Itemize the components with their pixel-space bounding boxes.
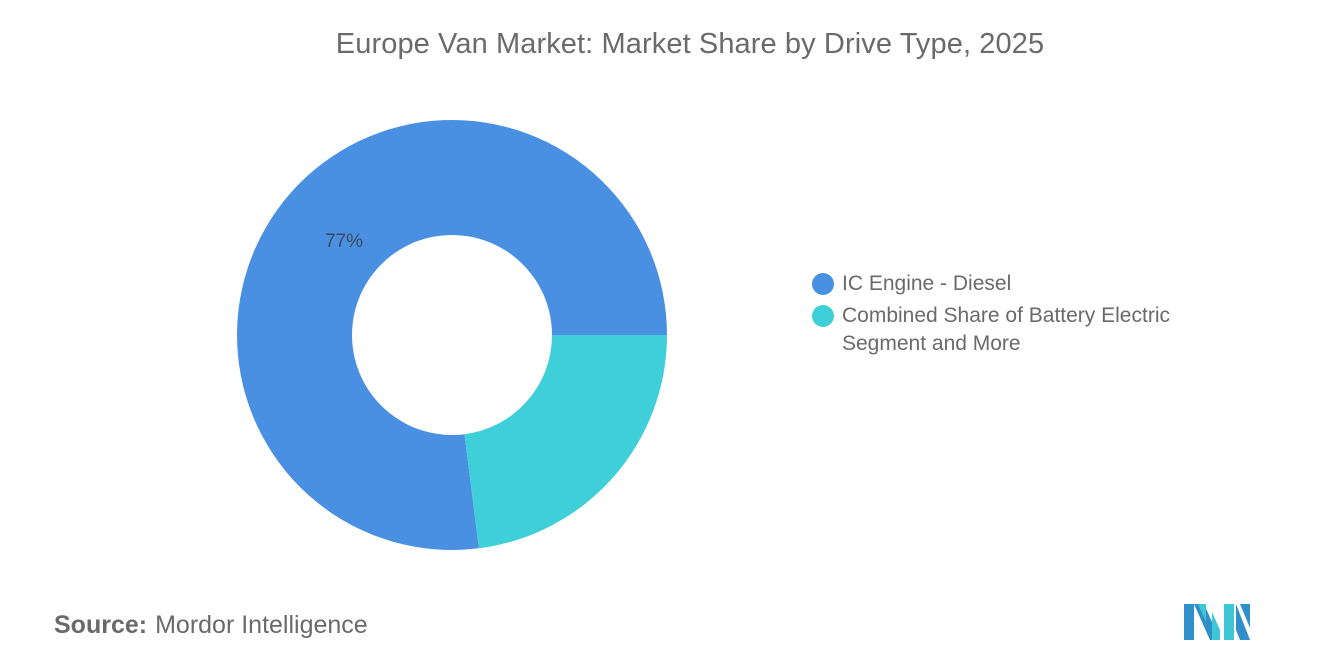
source-name: Mordor Intelligence	[155, 611, 368, 639]
legend-swatch-icon	[812, 305, 834, 327]
slice-ic-engine-diesel[interactable]	[236, 119, 667, 550]
chart-legend: IC Engine - Diesel Combined Share of Bat…	[812, 270, 1232, 362]
legend-label: IC Engine - Diesel	[842, 272, 1012, 295]
legend-swatch-icon	[812, 273, 834, 295]
legend-item-diesel[interactable]: IC Engine - Diesel	[812, 270, 1232, 298]
slice-label-diesel: 77%	[325, 231, 363, 252]
source-prefix: Source:	[54, 611, 148, 639]
slice-battery-electric-and-more[interactable]	[464, 335, 668, 549]
source-note: Source: Mordor Intelligence	[54, 611, 368, 640]
legend-label: Combined Share of Battery Electric Segme…	[842, 304, 1170, 355]
mordor-intelligence-logo-icon	[1184, 604, 1250, 640]
legend-item-battery-electric[interactable]: Combined Share of Battery Electric Segme…	[812, 302, 1232, 358]
chart-title: Europe Van Market: Market Share by Drive…	[335, 28, 1045, 60]
